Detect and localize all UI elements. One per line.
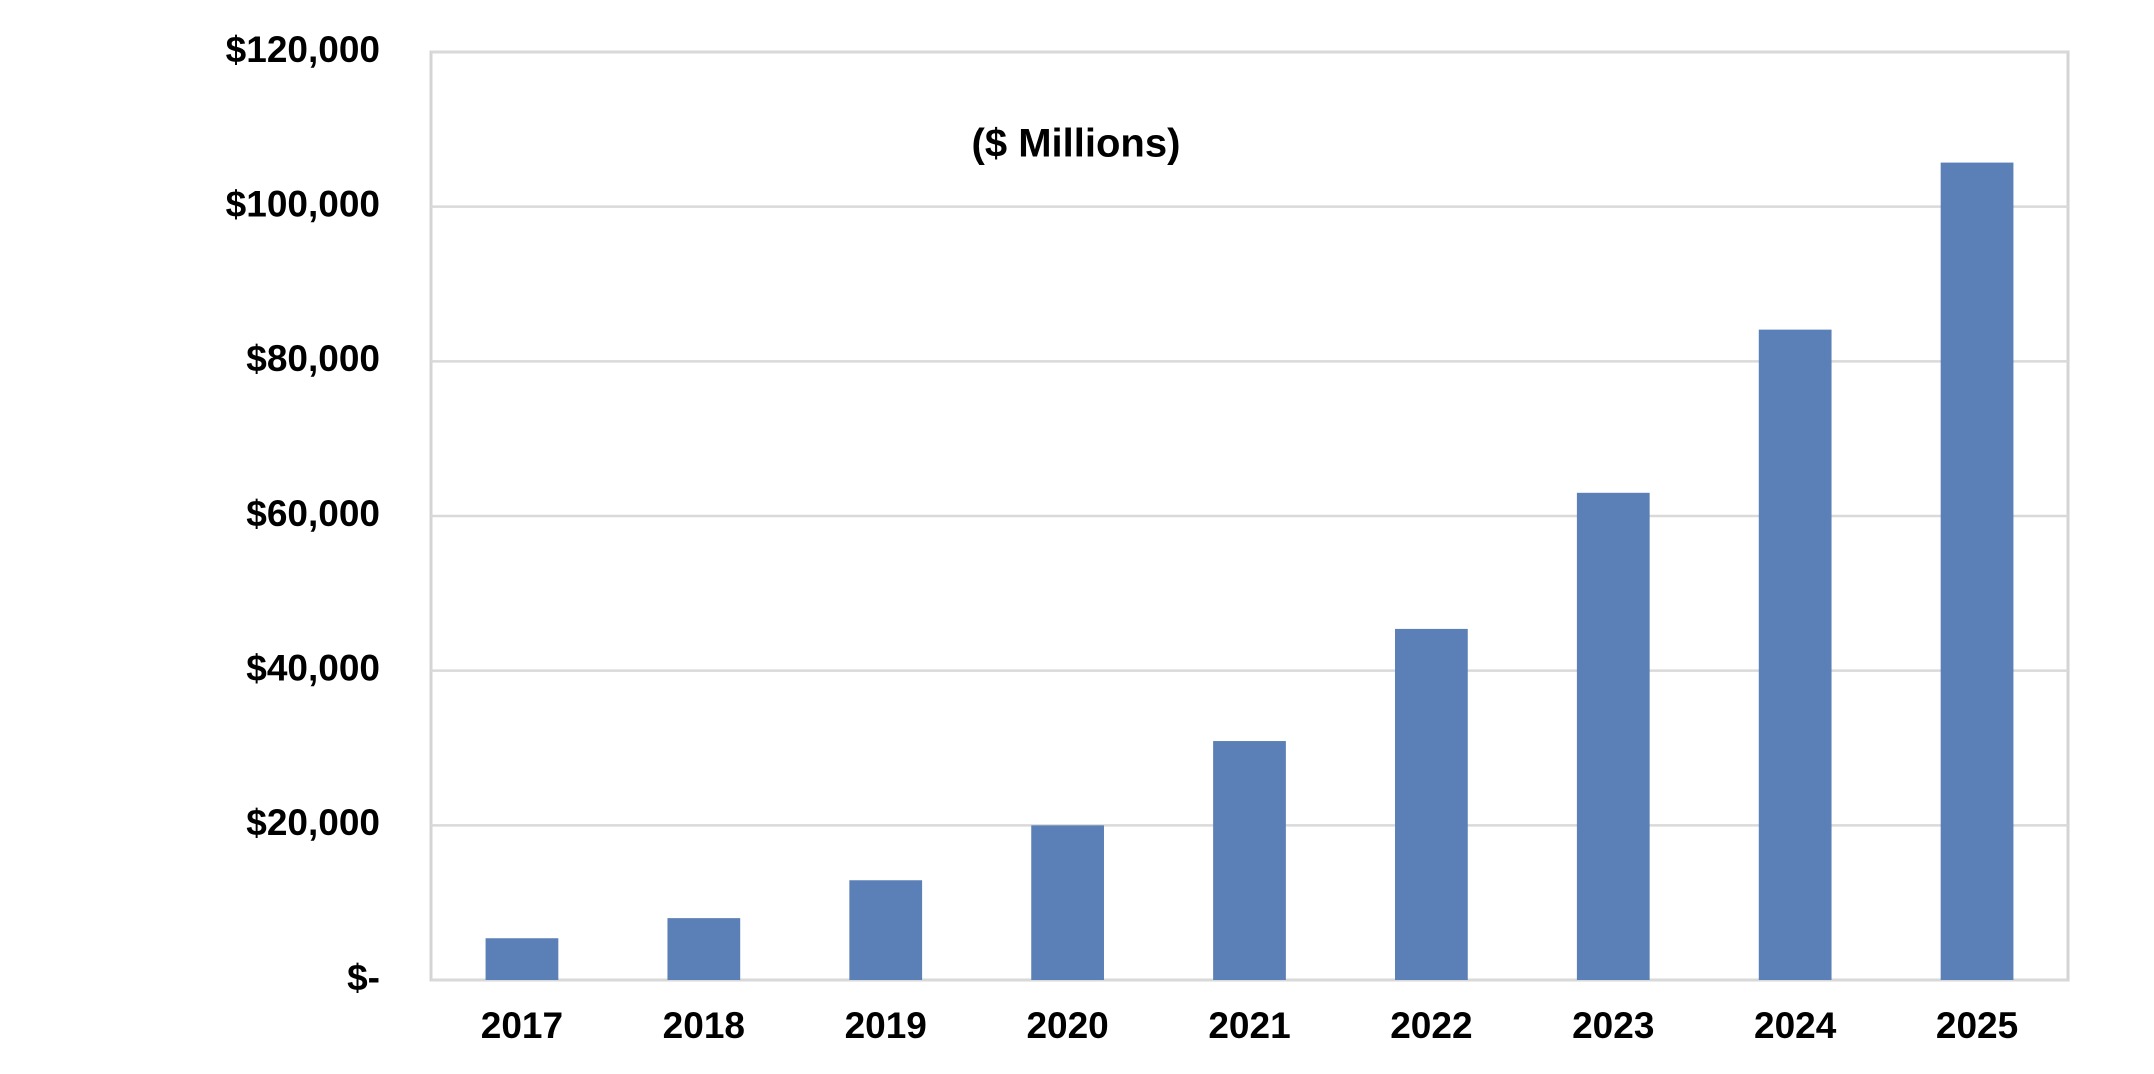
bar [667,918,741,980]
bar [1031,825,1104,980]
y-tick-label: $80,000 [246,338,380,379]
bar [1213,741,1286,980]
x-tick-label: 2022 [1390,1005,1472,1046]
x-tick-label: 2025 [1936,1005,2018,1046]
x-tick-label: 2023 [1572,1005,1654,1046]
x-tick-label: 2018 [663,1005,745,1046]
x-tick-label: 2020 [1026,1005,1108,1046]
bar [1395,628,1468,980]
x-tick-label: 2021 [1208,1005,1290,1046]
bar [1576,492,1650,980]
annotation: ($ Millions) [972,122,1181,166]
bar [485,938,559,980]
y-tick-label: $40,000 [246,647,380,688]
y-tick-label: $60,000 [246,493,380,534]
x-tick-label: 2024 [1754,1005,1837,1046]
x-tick-label: 2017 [481,1005,563,1046]
x-tick-label: 2019 [845,1005,927,1046]
bar [1940,162,2014,980]
y-tick-label: $- [347,957,380,998]
y-tick-label: $20,000 [246,802,380,843]
bar [1758,329,1832,980]
y-tick-label: $100,000 [226,183,380,224]
bar [849,880,923,980]
y-tick-label: $120,000 [226,29,380,70]
